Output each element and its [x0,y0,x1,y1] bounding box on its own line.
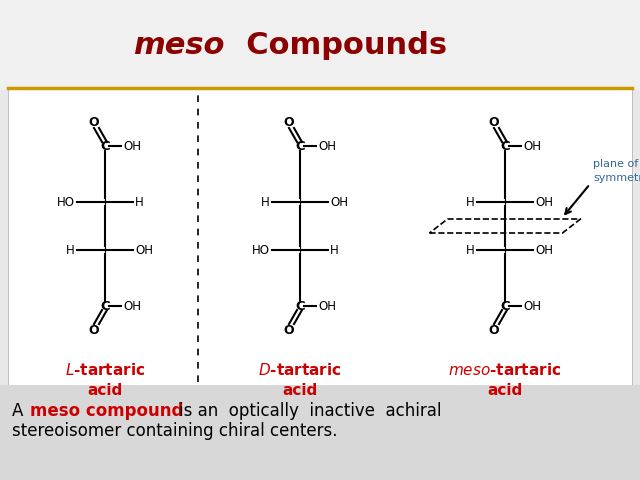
Text: OH: OH [523,300,541,312]
Text: H: H [330,243,339,256]
Text: L: L [0,479,1,480]
Text: C: C [295,300,305,312]
Text: Compounds: Compounds [225,31,447,60]
Text: H: H [467,243,475,256]
Text: C: C [100,140,110,153]
FancyBboxPatch shape [0,0,640,90]
Text: stereoisomer containing chiral centers.: stereoisomer containing chiral centers. [12,422,337,440]
Text: OH: OH [318,140,336,153]
FancyBboxPatch shape [0,385,640,480]
Text: is an  optically  inactive  achiral: is an optically inactive achiral [158,402,442,420]
Text: O: O [284,116,294,129]
Text: meso: meso [0,479,1,480]
Text: H: H [467,195,475,208]
Text: OH: OH [535,195,553,208]
Text: C: C [500,140,510,153]
Text: OH: OH [123,300,141,312]
Text: D: D [0,479,1,480]
Text: $\it{meso}$-tartaric
acid: $\it{meso}$-tartaric acid [449,362,562,398]
Text: -tartaric
acid: -tartaric acid [0,479,1,480]
Text: OH: OH [330,195,348,208]
Text: O: O [489,324,499,336]
Text: C: C [100,300,110,312]
Text: plane of
symmetry: plane of symmetry [593,159,640,182]
Text: OH: OH [123,140,141,153]
Text: A: A [12,402,24,420]
Text: O: O [284,324,294,336]
Text: OH: OH [535,243,553,256]
Text: O: O [89,116,99,129]
Text: OH: OH [523,140,541,153]
Text: $\it{L}$-tartaric
acid: $\it{L}$-tartaric acid [65,362,145,398]
Text: H: H [261,195,270,208]
Text: HO: HO [57,195,75,208]
Text: OH: OH [318,300,336,312]
FancyBboxPatch shape [8,85,632,385]
Text: H: H [135,195,144,208]
Text: $\it{D}$-tartaric
acid: $\it{D}$-tartaric acid [259,362,342,398]
Text: OH: OH [135,243,153,256]
Text: C: C [500,300,510,312]
Text: HO: HO [252,243,270,256]
Text: C: C [295,140,305,153]
Text: meso: meso [134,31,225,60]
Text: -tartaric
acid: -tartaric acid [0,479,1,480]
Text: O: O [489,116,499,129]
Text: H: H [67,243,75,256]
Text: O: O [89,324,99,336]
Text: -tartaric
acid: -tartaric acid [0,479,1,480]
Text: meso compound: meso compound [30,402,184,420]
